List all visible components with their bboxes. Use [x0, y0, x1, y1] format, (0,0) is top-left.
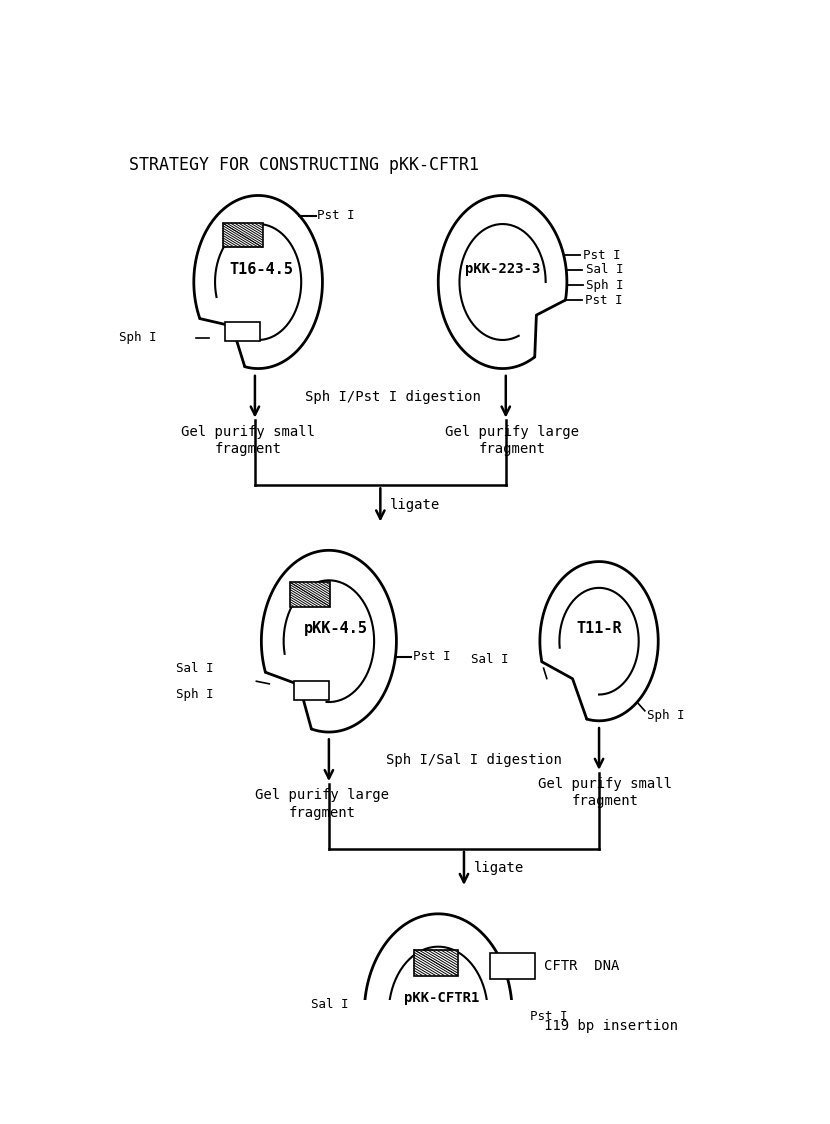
Bar [400, 1057, 440, 1078]
Text: Pst I: Pst I [530, 1010, 568, 1023]
Text: ligate: ligate [474, 861, 524, 876]
Text: Sph I/Pst I digestion: Sph I/Pst I digestion [305, 390, 481, 404]
Text: Pst I: Pst I [413, 651, 451, 663]
Text: Sal I: Sal I [310, 998, 349, 1012]
Text: ligate: ligate [390, 498, 440, 511]
Text: Gel purify large
fragment: Gel purify large fragment [256, 788, 389, 819]
Text: STRATEGY FOR CONSTRUCTING pKK-CFTR1: STRATEGY FOR CONSTRUCTING pKK-CFTR1 [129, 156, 480, 174]
Text: Sal I: Sal I [585, 263, 623, 277]
Text: T11-R: T11-R [576, 620, 622, 636]
Text: Gel purify large
fragment: Gel purify large fragment [445, 425, 579, 456]
Text: Sph I: Sph I [119, 332, 156, 344]
Text: Sph I: Sph I [586, 279, 623, 291]
Text: Sal I: Sal I [471, 653, 508, 667]
Text: Sph I: Sph I [647, 708, 684, 722]
Text: Pst I: Pst I [583, 248, 621, 262]
Bar [225, 321, 260, 341]
Bar [490, 1014, 535, 1040]
Text: pKK-4.5: pKK-4.5 [304, 620, 367, 636]
Bar [290, 582, 330, 607]
Text: Sph I: Sph I [176, 688, 213, 700]
Text: Pst I: Pst I [585, 293, 622, 307]
Text: 119 bp insertion: 119 bp insertion [544, 1019, 678, 1033]
Text: Gel purify small
fragment: Gel purify small fragment [539, 777, 672, 808]
Text: Pst I: Pst I [318, 209, 355, 223]
Bar [414, 950, 457, 976]
Text: Sph I/Sal I digestion: Sph I/Sal I digestion [386, 753, 562, 768]
Text: Sal I: Sal I [176, 662, 213, 674]
Bar [222, 224, 262, 247]
Text: T16-4.5: T16-4.5 [229, 262, 293, 277]
Bar [490, 953, 535, 979]
Text: Gel purify small
fragment: Gel purify small fragment [182, 425, 315, 456]
Text: pKK-CFTR1: pKK-CFTR1 [403, 990, 479, 1005]
Bar [294, 681, 330, 700]
Text: pKK-223-3: pKK-223-3 [465, 262, 540, 277]
Text: CFTR  DNA: CFTR DNA [544, 959, 620, 972]
